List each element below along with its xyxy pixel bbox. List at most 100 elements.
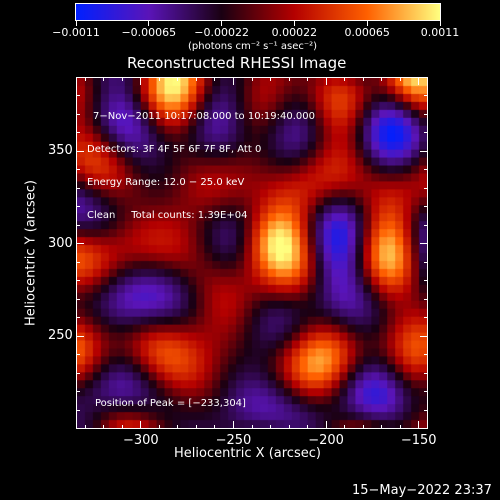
x-tick-minor bbox=[270, 77, 272, 81]
x-tick-minor bbox=[399, 77, 401, 81]
colorbar-tick-label: −0.00022 bbox=[194, 26, 249, 39]
x-tick-minor bbox=[103, 425, 105, 429]
x-tick-label: −300 bbox=[122, 433, 159, 448]
y-tick-label: 250 bbox=[48, 328, 73, 344]
y-tick-minor bbox=[76, 224, 80, 226]
x-tick-minor bbox=[288, 77, 290, 81]
overlay-line-energy: Energy Range: 12.0 − 25.0 keV bbox=[87, 177, 245, 188]
x-tick-minor bbox=[381, 77, 383, 81]
y-tick-minor bbox=[424, 298, 428, 300]
y-tick-minor bbox=[424, 261, 428, 263]
colorbar-tick bbox=[366, 20, 368, 26]
y-tick-minor bbox=[424, 187, 428, 189]
x-tick-minor bbox=[325, 77, 327, 81]
y-tick-minor bbox=[76, 243, 80, 245]
x-tick-label: −150 bbox=[400, 433, 437, 448]
x-tick-minor bbox=[195, 77, 197, 81]
y-tick-minor bbox=[76, 354, 80, 356]
y-tick-minor bbox=[424, 95, 428, 97]
y-tick-major bbox=[76, 150, 84, 152]
y-tick-minor bbox=[424, 372, 428, 374]
y-tick-minor bbox=[424, 243, 428, 245]
image-plot-area: 7−Nov−2011 10:17:08.000 to 10:19:40.000 … bbox=[76, 77, 428, 429]
x-tick-minor bbox=[177, 425, 179, 429]
y-tick-minor bbox=[424, 280, 428, 282]
x-tick-minor bbox=[158, 77, 160, 81]
colorbar-tick-label: −0.0011 bbox=[52, 26, 100, 39]
y-tick-minor bbox=[76, 150, 80, 152]
y-tick-minor bbox=[76, 391, 80, 393]
colorbar-tick-label: −0.00065 bbox=[121, 26, 177, 39]
overlay-line-detectors: Detectors: 3F 4F 5F 6F 7F 8F, Att 0 bbox=[87, 144, 262, 155]
y-tick-minor bbox=[424, 113, 428, 115]
y-tick-major bbox=[76, 243, 84, 245]
y-tick-label: 350 bbox=[48, 143, 73, 159]
x-tick-minor bbox=[177, 77, 179, 81]
x-tick-minor bbox=[214, 425, 216, 429]
x-tick-major bbox=[140, 77, 142, 85]
y-tick-minor bbox=[424, 132, 428, 134]
y-tick-minor bbox=[76, 317, 80, 319]
x-tick-minor bbox=[84, 77, 86, 81]
x-tick-minor bbox=[418, 425, 420, 429]
y-tick-minor bbox=[76, 335, 80, 337]
x-tick-major bbox=[325, 77, 327, 85]
x-tick-minor bbox=[140, 425, 142, 429]
heatmap-image bbox=[77, 78, 427, 428]
y-tick-minor bbox=[76, 280, 80, 282]
x-tick-label: −250 bbox=[215, 433, 252, 448]
y-tick-minor bbox=[424, 206, 428, 208]
colorbar-tick bbox=[221, 20, 223, 26]
x-tick-minor bbox=[195, 425, 197, 429]
y-axis-label: Heliocentric Y (arcsec) bbox=[23, 180, 39, 326]
x-tick-minor bbox=[399, 425, 401, 429]
x-tick-minor bbox=[344, 77, 346, 81]
colorbar-tick bbox=[439, 20, 441, 26]
x-tick-minor bbox=[121, 77, 123, 81]
peak-position-label: Position of Peak = [−233,304] bbox=[95, 398, 246, 409]
x-tick-minor bbox=[344, 425, 346, 429]
y-tick-minor bbox=[424, 224, 428, 226]
y-tick-minor bbox=[424, 335, 428, 337]
x-tick-minor bbox=[214, 77, 216, 81]
x-tick-minor bbox=[307, 425, 309, 429]
x-tick-minor bbox=[84, 425, 86, 429]
plot-title: Reconstructed RHESSI Image bbox=[127, 54, 347, 72]
y-tick-minor bbox=[76, 206, 80, 208]
x-tick-major bbox=[232, 77, 234, 85]
x-tick-minor bbox=[251, 425, 253, 429]
y-tick-minor bbox=[424, 169, 428, 171]
overlay-line-clean: Clean Total counts: 1.39E+04 bbox=[87, 210, 248, 221]
y-tick-minor bbox=[424, 317, 428, 319]
x-tick-minor bbox=[362, 77, 364, 81]
colorbar bbox=[75, 3, 441, 21]
x-tick-minor bbox=[288, 425, 290, 429]
y-tick-minor bbox=[76, 132, 80, 134]
y-tick-minor bbox=[424, 150, 428, 152]
y-tick-minor bbox=[76, 95, 80, 97]
y-tick-minor bbox=[76, 76, 80, 78]
y-tick-major bbox=[76, 335, 84, 337]
y-tick-minor bbox=[424, 391, 428, 393]
y-tick-minor bbox=[76, 187, 80, 189]
x-tick-minor bbox=[325, 425, 327, 429]
x-tick-minor bbox=[140, 77, 142, 81]
y-tick-minor bbox=[76, 372, 80, 374]
colorbar-tick bbox=[148, 20, 150, 26]
x-tick-minor bbox=[307, 77, 309, 81]
colorbar-tick bbox=[293, 20, 295, 26]
colorbar-units-label: (photons cm⁻² s⁻¹ asec⁻²) bbox=[188, 41, 318, 52]
x-tick-minor bbox=[418, 77, 420, 81]
y-tick-minor bbox=[424, 76, 428, 78]
y-tick-minor bbox=[424, 409, 428, 411]
x-tick-minor bbox=[232, 77, 234, 81]
x-tick-minor bbox=[121, 425, 123, 429]
colorbar-tick-label: 0.00065 bbox=[344, 26, 390, 39]
colorbar-tick-label: 0.00022 bbox=[271, 26, 318, 39]
x-tick-minor bbox=[103, 77, 105, 81]
x-tick-minor bbox=[270, 425, 272, 429]
timestamp: 15−May−2022 23:37 bbox=[352, 483, 492, 498]
colorbar-tick bbox=[75, 20, 77, 26]
overlay-line-time: 7−Nov−2011 10:17:08.000 to 10:19:40.000 bbox=[93, 111, 316, 122]
x-tick-minor bbox=[381, 425, 383, 429]
